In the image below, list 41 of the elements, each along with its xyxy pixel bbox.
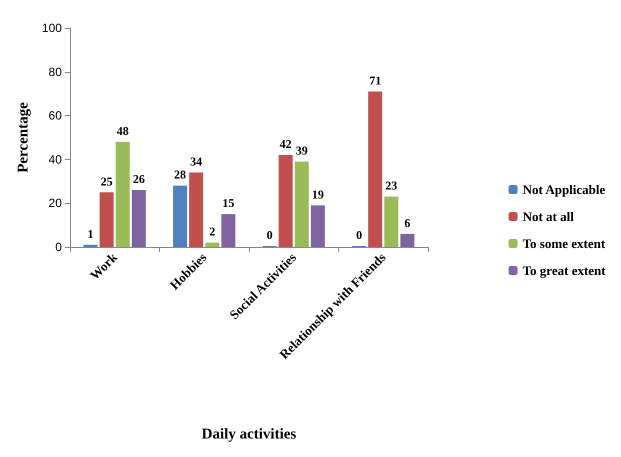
data-label: 2 [209, 224, 216, 239]
y-tick-label: 20 [48, 196, 62, 210]
y-tick-label: 100 [42, 21, 62, 35]
data-label: 1 [88, 226, 94, 241]
bar [368, 92, 382, 247]
data-label: 71 [369, 74, 382, 88]
y-tick-label: 40 [48, 152, 62, 166]
data-label: 25 [100, 174, 113, 188]
bar [221, 214, 236, 247]
bar [205, 242, 220, 247]
data-label: 34 [190, 154, 202, 169]
legend-label: To some extent [522, 236, 606, 251]
bar [132, 190, 146, 247]
legend-label: To great extent [522, 263, 606, 278]
bar [173, 186, 188, 247]
data-label: 0 [266, 228, 273, 242]
legend-label: Not Applicable [522, 182, 606, 197]
legend-label: Not at all [522, 209, 574, 224]
bar [400, 234, 414, 247]
data-label: 39 [296, 144, 308, 158]
data-label: 23 [385, 178, 398, 193]
data-label: 28 [174, 168, 186, 182]
y-axis-title: Percentage [16, 102, 32, 173]
bar [116, 142, 130, 247]
data-label: 48 [116, 124, 129, 138]
data-label: 26 [132, 172, 145, 186]
data-label: 42 [280, 137, 292, 152]
bar [310, 205, 325, 247]
y-tick-label: 0 [55, 240, 62, 254]
data-label: 6 [404, 216, 410, 230]
x-axis-title: Daily activities [202, 426, 296, 442]
y-tick-label: 80 [48, 64, 62, 79]
bar [278, 155, 293, 247]
bar [384, 196, 398, 247]
data-label: 19 [312, 187, 324, 202]
bar [100, 192, 114, 247]
data-label: 15 [222, 196, 234, 210]
bar [189, 172, 204, 247]
bar [294, 162, 309, 247]
y-tick-label: 60 [48, 108, 62, 123]
data-label: 0 [356, 228, 362, 242]
